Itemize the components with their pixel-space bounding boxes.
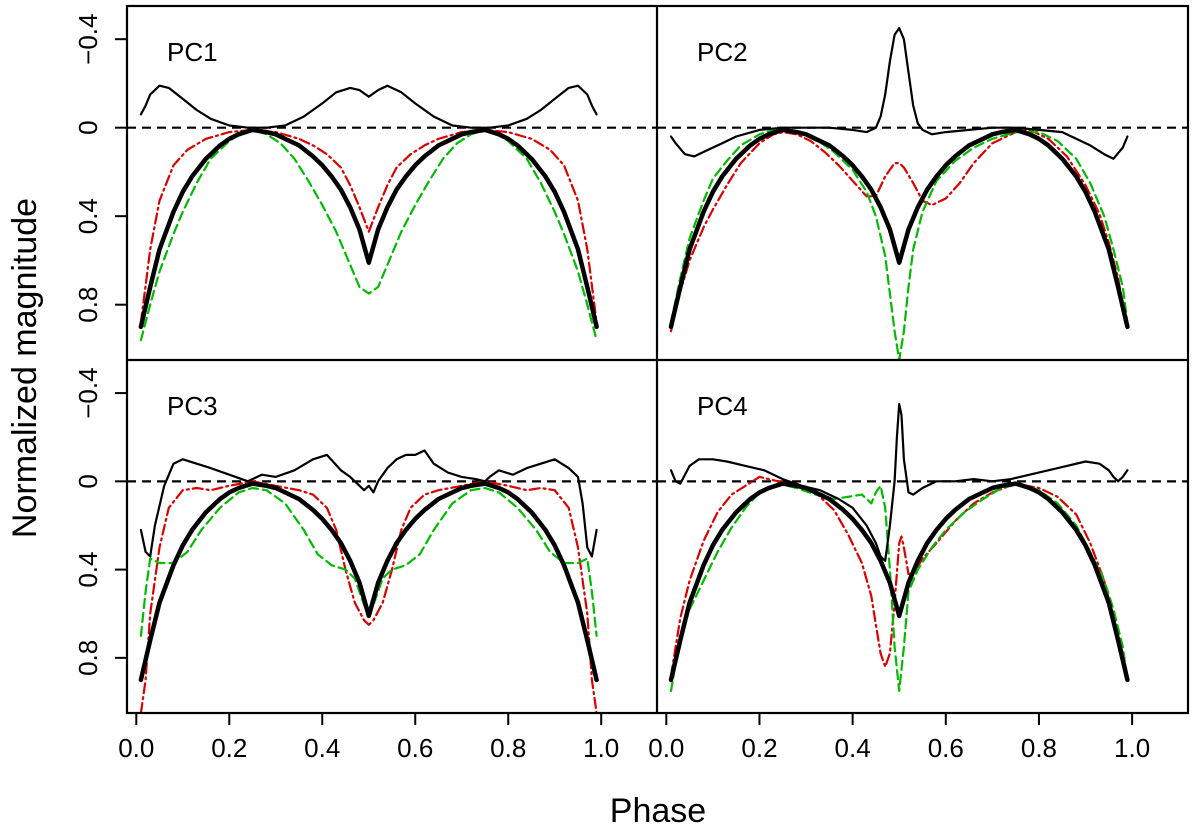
- panel-pc3: PC3: [127, 391, 657, 713]
- x-tick-label: 1.0: [583, 733, 619, 763]
- series-mean-line: [668, 127, 1130, 330]
- panel-label: PC2: [697, 37, 748, 67]
- y-tick-label: 0.4: [73, 552, 103, 588]
- y-tick-label: 0.8: [73, 287, 103, 323]
- panel-label: PC4: [697, 391, 748, 421]
- x-tick-label: 0.4: [835, 733, 871, 763]
- x-tick-label: 0.6: [928, 733, 964, 763]
- y-tick-label: −0.4: [73, 14, 103, 65]
- y-tick-label: −0.4: [73, 367, 103, 418]
- x-tick-label: 0.6: [397, 733, 433, 763]
- series-minus-line: [669, 482, 1129, 692]
- series-component-line: [139, 84, 598, 129]
- series-plus-line: [139, 128, 598, 324]
- x-tick-label: 0.2: [211, 733, 247, 763]
- x-tick-label: 0.2: [741, 733, 777, 763]
- y-tick-label: 0.4: [73, 198, 103, 234]
- y-tick-label: 0: [73, 120, 103, 134]
- x-tick-label: 1.0: [1114, 733, 1150, 763]
- x-axis-title: Phase: [610, 792, 706, 830]
- panel-pc1: PC1: [127, 37, 657, 342]
- panel-label: PC3: [167, 391, 218, 421]
- series-mean-line: [138, 481, 599, 683]
- series-plus-line: [139, 480, 598, 713]
- series-mean-line: [138, 127, 599, 330]
- panel-pc2: PC2: [657, 27, 1188, 360]
- x-tick-label: 0.8: [490, 733, 526, 763]
- series-minus-line: [139, 128, 598, 342]
- x-tick-label: 0.0: [648, 733, 684, 763]
- plot-frame: [125, 4, 1190, 715]
- series-component-line: [139, 449, 598, 558]
- plot-area: [127, 449, 657, 713]
- panel-label: PC1: [167, 37, 218, 67]
- series-mean-line: [668, 481, 1130, 683]
- plot-area: [657, 27, 1188, 360]
- axes-layer: −0.4 0 0.4 0.8 −0.4 0 0.4 0.8 0.0 0.2 0.4 0.6 0.8 1.0…: [73, 14, 1150, 763]
- x-tick-label: 0.4: [304, 733, 340, 763]
- x-tick-label: 0.0: [118, 733, 154, 763]
- y-tick-label: 0: [73, 474, 103, 488]
- plot-area: [127, 84, 657, 342]
- series-component-line: [669, 27, 1129, 160]
- panels-layer: PC1 PC2 PC3 PC4: [127, 27, 1188, 713]
- y-tick-label: 0.8: [73, 640, 103, 676]
- series-component-line: [669, 403, 1129, 562]
- series-minus-line: [669, 128, 1129, 360]
- series-plus-line: [669, 128, 1129, 333]
- panel-pc4: PC4: [657, 391, 1188, 692]
- x-tick-label: 0.8: [1021, 733, 1057, 763]
- y-axis-title: Normalized magnitude: [6, 198, 44, 538]
- plot-area: [657, 403, 1188, 692]
